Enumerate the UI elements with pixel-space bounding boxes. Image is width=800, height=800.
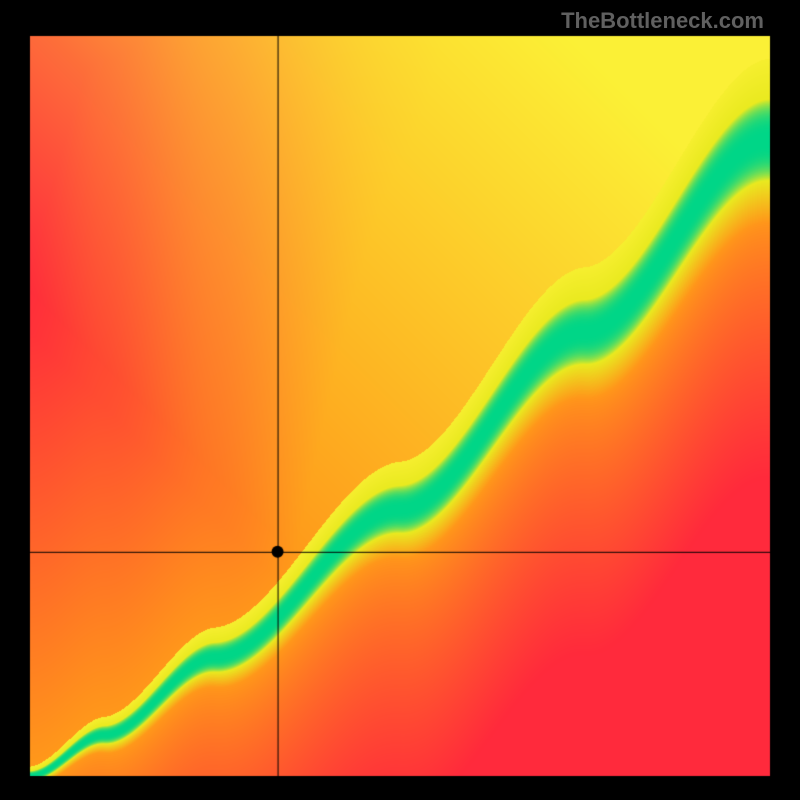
chart-container: TheBottleneck.com [0, 0, 800, 800]
bottleneck-heatmap-canvas [0, 0, 800, 800]
watermark-text: TheBottleneck.com [561, 8, 764, 34]
